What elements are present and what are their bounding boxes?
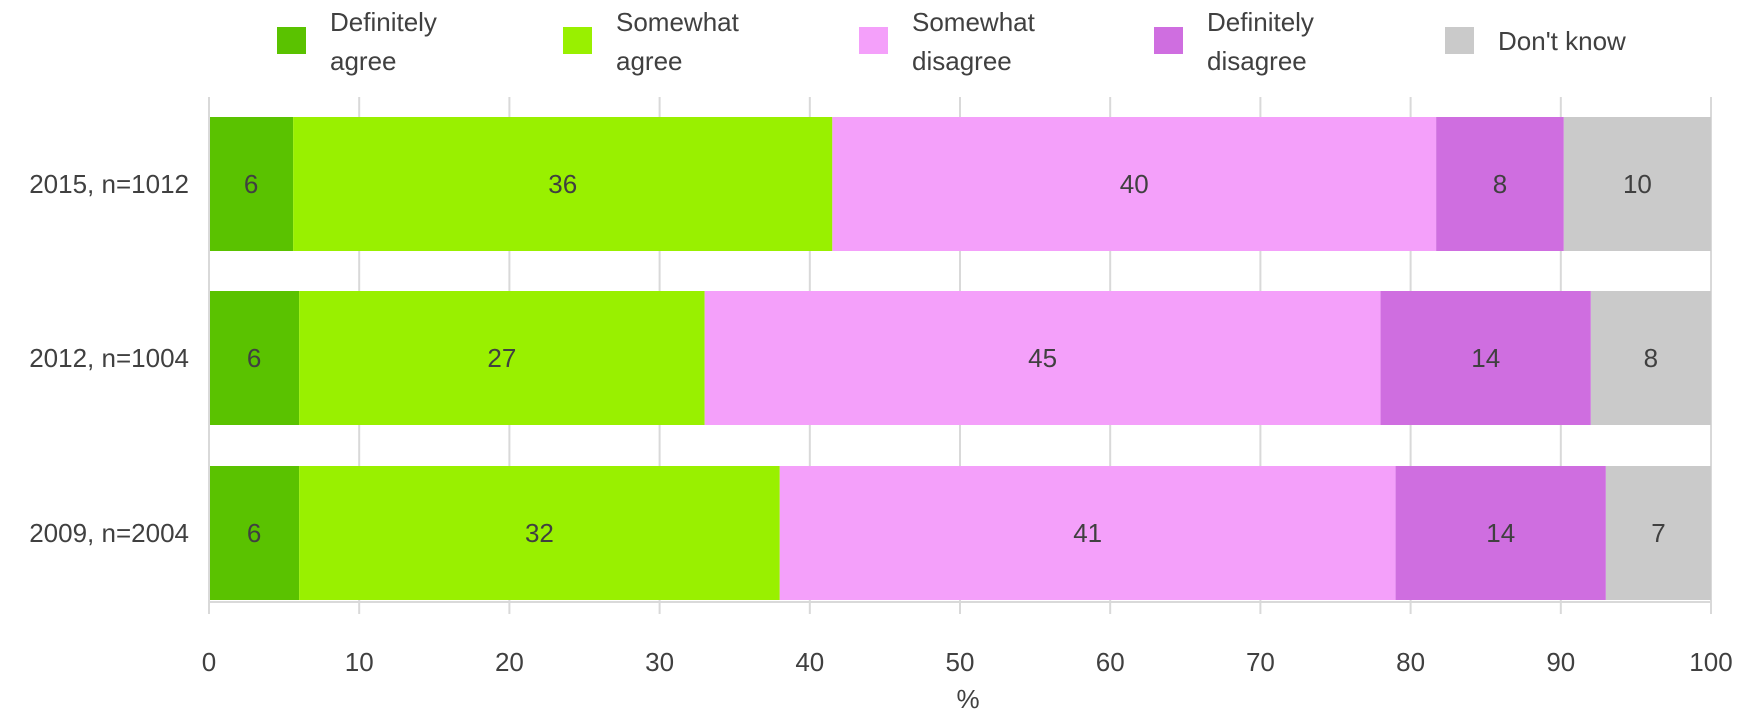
segment-value-label: 10	[1623, 169, 1652, 199]
x-tick-label: 40	[795, 647, 824, 677]
segment-value-label: 36	[548, 169, 577, 199]
x-tick-label: 10	[345, 647, 374, 677]
legend-swatch	[1154, 27, 1183, 54]
legend-swatch	[277, 27, 306, 54]
bar-segment	[1590, 291, 1711, 425]
segment-value-label: 6	[247, 518, 261, 548]
bar-segments	[209, 117, 1711, 600]
x-tick-label: 30	[645, 647, 674, 677]
bar-segment	[704, 291, 1381, 425]
segment-value-label: 14	[1471, 343, 1500, 373]
x-tick-label: 80	[1396, 647, 1425, 677]
legend-swatch	[859, 27, 888, 54]
segment-value-label: 8	[1644, 343, 1658, 373]
segment-value-labels: 6 36 40 8 10 6 27 45 14 8 6 32 41 14 7	[244, 169, 1666, 548]
bar-segment	[1563, 117, 1711, 251]
segment-value-label: 40	[1120, 169, 1149, 199]
y-category-label: 2015, n=1012	[29, 169, 189, 199]
legend: Definitely agree Somewhat agree Somewhat disa…	[277, 7, 1626, 76]
segment-value-label: 8	[1493, 169, 1507, 199]
bar-segment	[209, 117, 294, 251]
bar-segment	[299, 291, 705, 425]
legend-label: Don't know	[1498, 26, 1626, 56]
legend-swatch	[563, 27, 592, 54]
legend-label: Somewhat agree	[616, 7, 740, 76]
segment-value-label: 6	[247, 343, 261, 373]
legend-label: Definitely disagree	[1207, 7, 1314, 76]
x-tick-label: 90	[1546, 647, 1575, 677]
segment-value-label: 6	[244, 169, 258, 199]
bar-segment	[1380, 291, 1591, 425]
legend-label: Somewhat disagree	[912, 7, 1036, 76]
segment-value-label: 27	[487, 343, 516, 373]
x-tick-label: 20	[495, 647, 524, 677]
x-tick-label: 0	[202, 647, 216, 677]
x-tick-label: 100	[1689, 647, 1732, 677]
bar-segment	[779, 466, 1396, 600]
segment-value-label: 32	[525, 518, 554, 548]
x-axis: 0 10 20 30 40 50 60 70 80 90 100	[202, 97, 1733, 677]
x-tick-label: 50	[946, 647, 975, 677]
y-category-label: 2012, n=1004	[29, 343, 189, 373]
bar-segment	[832, 117, 1437, 251]
bar-segment	[1395, 466, 1606, 600]
y-category-label: 2009, n=2004	[29, 518, 189, 548]
bar-segment	[1605, 466, 1711, 600]
x-tick-label: 60	[1096, 647, 1125, 677]
bar-segment	[299, 466, 780, 600]
legend-swatch	[1445, 27, 1474, 54]
bar-segment	[209, 291, 300, 425]
bar-segment	[1436, 117, 1564, 251]
segment-value-label: 7	[1651, 518, 1665, 548]
segment-value-label: 14	[1486, 518, 1515, 548]
bar-segment	[209, 466, 300, 600]
segment-value-label: 41	[1073, 518, 1102, 548]
x-tick-label: 70	[1246, 647, 1275, 677]
segment-value-label: 45	[1028, 343, 1057, 373]
legend-label: Definitely agree	[330, 7, 437, 76]
bar-segment	[293, 117, 833, 251]
y-axis-categories: 2015, n=1012 2012, n=1004 2009, n=2004	[29, 169, 189, 548]
x-axis-title: %	[956, 684, 979, 714]
